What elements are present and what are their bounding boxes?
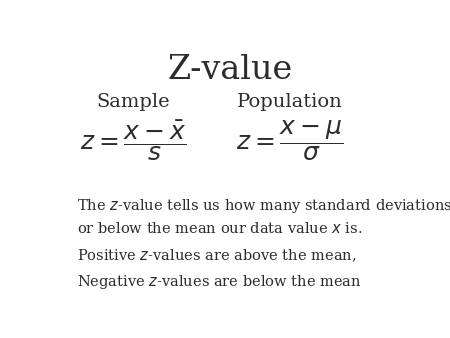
Text: $z = \dfrac{x - \mu}{\sigma}$: $z = \dfrac{x - \mu}{\sigma}$ [236, 118, 343, 163]
Text: Positive $z$-values are above the mean,: Positive $z$-values are above the mean, [77, 247, 356, 264]
Text: $z = \dfrac{x - \bar{x}}{s}$: $z = \dfrac{x - \bar{x}}{s}$ [80, 118, 186, 163]
Text: Sample: Sample [96, 93, 170, 111]
Text: or below the mean our data value $x$ is.: or below the mean our data value $x$ is. [77, 221, 363, 237]
Text: Population: Population [237, 93, 343, 111]
Text: The $z$-value tells us how many standard deviations above: The $z$-value tells us how many standard… [77, 197, 450, 215]
Text: Negative $z$-values are below the mean: Negative $z$-values are below the mean [77, 273, 362, 291]
Text: Z-value: Z-value [168, 54, 293, 86]
